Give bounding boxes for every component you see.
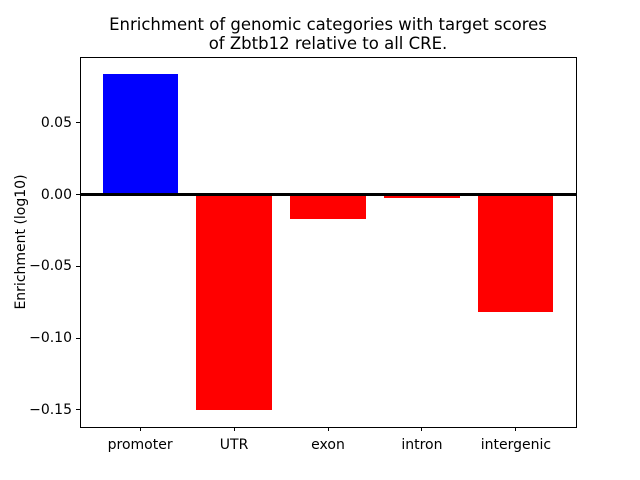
bar-intergenic [478, 194, 554, 313]
x-tick-mark [327, 427, 329, 431]
zero-line [80, 193, 576, 197]
bar-UTR [196, 194, 272, 410]
y-tick-mark [76, 194, 80, 196]
x-tick-mark [233, 427, 235, 431]
x-tick-mark [515, 427, 517, 431]
y-tick-label: 0.05 [40, 114, 72, 131]
y-tick-mark [76, 409, 80, 411]
y-tick-mark [76, 337, 80, 339]
y-tick-label: −0.10 [29, 330, 72, 347]
bar-promoter [102, 74, 178, 195]
x-tick-label: intron [401, 437, 443, 453]
x-tick-mark [421, 427, 423, 431]
y-tick-mark [76, 265, 80, 267]
x-tick-label: promoter [107, 437, 173, 453]
chart-title: Enrichment of genomic categories with ta… [109, 15, 547, 53]
x-tick-label: intergenic [480, 437, 552, 453]
y-tick-mark [76, 122, 80, 124]
bar-exon [290, 194, 366, 220]
y-tick-label: −0.15 [29, 401, 72, 418]
x-tick-label: UTR [219, 437, 249, 453]
y-tick-label: 0.00 [40, 186, 72, 203]
y-tick-label: −0.05 [29, 258, 72, 275]
x-tick-label: exon [311, 437, 345, 453]
x-tick-mark [139, 427, 141, 431]
